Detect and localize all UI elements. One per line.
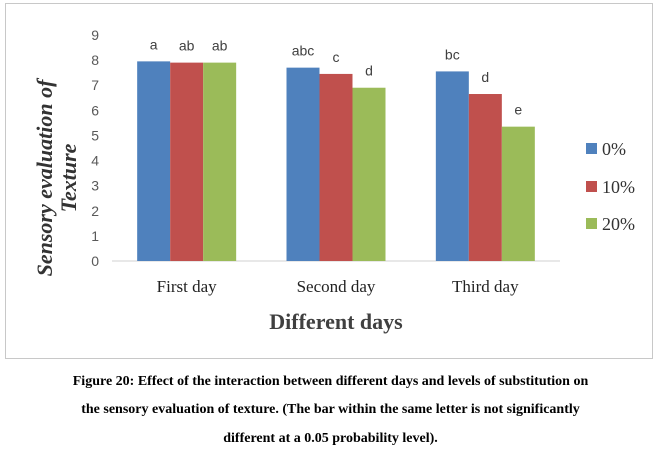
significance-letter: c: [333, 49, 340, 65]
significance-letter: a: [150, 36, 158, 52]
bar: [170, 62, 204, 261]
legend-label: 10%: [602, 177, 635, 197]
x-category-label: Third day: [452, 277, 519, 296]
y-tick-label: 5: [91, 127, 99, 143]
bar: [435, 71, 469, 262]
y-tick-label: 4: [91, 153, 99, 169]
bars: [137, 61, 535, 262]
x-category-label: First day: [157, 277, 217, 296]
legend-swatch: [586, 143, 597, 154]
y-tick-label: 2: [91, 203, 99, 219]
legend: 0% 10% 20%: [586, 139, 635, 234]
y-tick-label: 3: [91, 178, 99, 194]
significance-letter: bc: [445, 46, 460, 62]
bar: [501, 126, 535, 262]
significance-letter: ab: [212, 38, 228, 54]
legend-swatch: [586, 218, 597, 229]
legend-label: 20%: [602, 214, 635, 234]
y-tick-label: 1: [91, 228, 99, 244]
legend-swatch: [586, 181, 597, 192]
x-category-label: Second day: [297, 277, 376, 296]
y-axis-ticks: 0 1 2 3 4 5 6 7 8 9: [91, 27, 99, 269]
figure-caption-line3: different at a 0.05 probability level).: [223, 431, 438, 446]
bar: [352, 87, 386, 261]
bar: [286, 67, 320, 262]
y-tick-label: 9: [91, 27, 99, 43]
figure-caption-line2: the sensory evaluation of texture. (The …: [81, 402, 580, 417]
bar: [137, 61, 171, 261]
y-axis-title: Sensory evaluation of Texture: [32, 77, 81, 276]
bar: [468, 94, 502, 261]
y-axis-title-line1: Sensory evaluation of: [32, 77, 57, 276]
significance-letter: abc: [292, 43, 315, 59]
x-axis-categories: First day Second day Third day: [157, 277, 519, 296]
bar-chart: 0 1 2 3 4 5 6 7 8 9 a ab ab abc c d bc d e First day Secon…: [32, 27, 635, 334]
significance-labels: a ab ab abc c d bc d e: [150, 36, 523, 117]
significance-letter: ab: [179, 38, 195, 54]
bar: [319, 73, 353, 261]
y-axis-title-line2: Texture: [56, 143, 81, 212]
bar: [203, 62, 237, 261]
y-tick-label: 8: [91, 52, 99, 68]
significance-letter: e: [514, 102, 522, 118]
significance-letter: d: [365, 63, 373, 79]
x-axis-title: Different days: [269, 309, 403, 334]
y-tick-label: 0: [91, 253, 99, 269]
significance-letter: d: [481, 69, 489, 85]
legend-label: 0%: [602, 139, 626, 159]
figure-caption-line1: Figure 20: Effect of the interaction bet…: [72, 374, 589, 389]
y-tick-label: 6: [91, 102, 99, 118]
y-tick-label: 7: [91, 77, 99, 93]
